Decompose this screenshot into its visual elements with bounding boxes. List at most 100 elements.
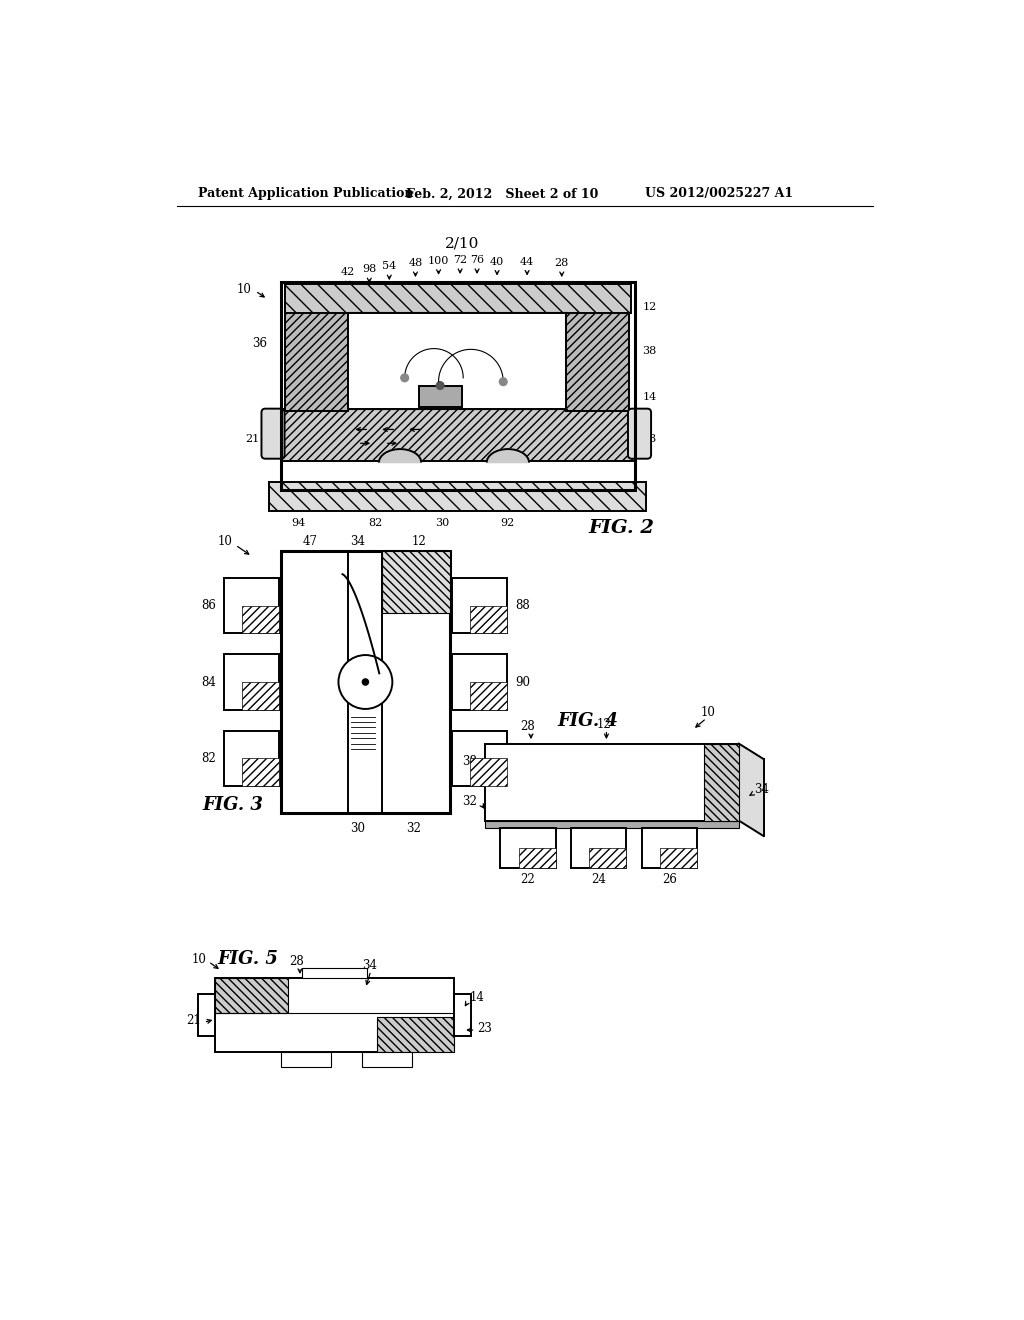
Text: 44: 44 <box>520 256 535 267</box>
Bar <box>470 606 507 634</box>
Bar <box>454 994 471 1036</box>
Bar <box>361 1052 412 1067</box>
Text: 12: 12 <box>412 536 426 548</box>
Circle shape <box>400 374 409 381</box>
Bar <box>223 655 280 710</box>
Text: FIG. 5: FIG. 5 <box>217 950 279 968</box>
Bar <box>484 743 739 821</box>
Bar <box>199 994 215 1036</box>
Text: 100: 100 <box>428 256 450 265</box>
Text: 82: 82 <box>202 751 216 764</box>
Bar <box>642 829 697 869</box>
Text: 40: 40 <box>489 256 504 267</box>
Bar <box>223 578 280 634</box>
Polygon shape <box>379 449 421 462</box>
Bar <box>215 978 289 1014</box>
Text: 28: 28 <box>520 721 536 733</box>
Text: 48: 48 <box>409 259 423 268</box>
FancyBboxPatch shape <box>261 409 285 459</box>
Text: 92: 92 <box>515 751 529 764</box>
Bar <box>590 849 627 869</box>
Text: 98: 98 <box>362 264 377 275</box>
Text: FIG. 2: FIG. 2 <box>589 519 654 537</box>
Bar <box>500 829 556 869</box>
Polygon shape <box>486 449 529 462</box>
Text: 12: 12 <box>597 718 611 731</box>
Text: 22: 22 <box>520 874 536 887</box>
Bar <box>452 730 507 785</box>
Text: 30: 30 <box>435 517 450 528</box>
Text: Patent Application Publication: Patent Application Publication <box>199 187 414 201</box>
Text: 42: 42 <box>341 268 355 277</box>
Text: 36: 36 <box>253 337 267 350</box>
Bar <box>470 758 507 785</box>
Bar <box>281 552 451 813</box>
Text: 38: 38 <box>643 346 656 356</box>
Text: 32: 32 <box>407 822 421 834</box>
Text: 2/10: 2/10 <box>444 236 479 249</box>
Circle shape <box>362 678 369 685</box>
Bar <box>281 281 635 490</box>
Text: 21: 21 <box>246 434 260 445</box>
Text: 12: 12 <box>643 302 656 312</box>
Text: Feb. 2, 2012   Sheet 2 of 10: Feb. 2, 2012 Sheet 2 of 10 <box>407 187 599 201</box>
Bar <box>269 482 646 511</box>
Text: 90: 90 <box>515 676 529 689</box>
Text: 23: 23 <box>643 434 656 445</box>
Text: 23: 23 <box>477 1022 492 1035</box>
Text: 34: 34 <box>361 958 377 972</box>
Text: 82: 82 <box>369 517 383 528</box>
Text: 10: 10 <box>237 282 252 296</box>
Bar <box>518 849 556 869</box>
Text: 92: 92 <box>501 517 515 528</box>
Bar <box>571 829 627 869</box>
Bar <box>285 284 348 411</box>
Text: 72: 72 <box>453 255 467 265</box>
Text: 94: 94 <box>291 517 305 528</box>
Bar <box>281 409 635 461</box>
Text: 14: 14 <box>469 991 484 1005</box>
Text: 26: 26 <box>663 874 677 887</box>
FancyBboxPatch shape <box>628 409 651 459</box>
Bar <box>223 730 280 785</box>
Text: 28: 28 <box>555 259 569 268</box>
Text: 86: 86 <box>201 599 216 612</box>
Bar <box>660 849 697 869</box>
Text: 88: 88 <box>515 599 529 612</box>
Bar <box>301 968 367 978</box>
Text: 54: 54 <box>382 261 396 271</box>
Text: 10: 10 <box>700 706 716 719</box>
Bar <box>452 655 507 710</box>
Bar <box>484 821 739 829</box>
Circle shape <box>339 655 392 709</box>
Text: 14: 14 <box>643 392 656 403</box>
Circle shape <box>500 378 507 385</box>
Text: 34: 34 <box>350 536 366 548</box>
Text: 10: 10 <box>191 953 206 966</box>
Bar <box>215 978 454 1052</box>
Bar <box>377 1016 454 1052</box>
Text: 21: 21 <box>186 1014 202 1027</box>
Bar <box>243 606 280 634</box>
Text: 30: 30 <box>350 822 366 834</box>
Text: 47: 47 <box>302 536 317 548</box>
Bar <box>419 385 462 407</box>
Text: 32: 32 <box>462 795 477 808</box>
Bar <box>281 1052 331 1067</box>
Bar <box>243 682 280 710</box>
Text: US 2012/0025227 A1: US 2012/0025227 A1 <box>645 187 793 201</box>
Text: 38: 38 <box>462 755 477 768</box>
Text: 28: 28 <box>289 954 303 968</box>
Bar <box>382 552 451 612</box>
Polygon shape <box>739 743 764 836</box>
Text: 34: 34 <box>755 783 769 796</box>
Bar <box>452 578 507 634</box>
Text: 84: 84 <box>201 676 216 689</box>
Bar <box>243 758 280 785</box>
Bar <box>470 682 507 710</box>
Text: 24: 24 <box>591 874 606 887</box>
Text: 76: 76 <box>470 255 484 265</box>
Text: 10: 10 <box>218 536 233 548</box>
Bar <box>285 284 631 313</box>
Text: FIG. 4: FIG. 4 <box>558 711 618 730</box>
